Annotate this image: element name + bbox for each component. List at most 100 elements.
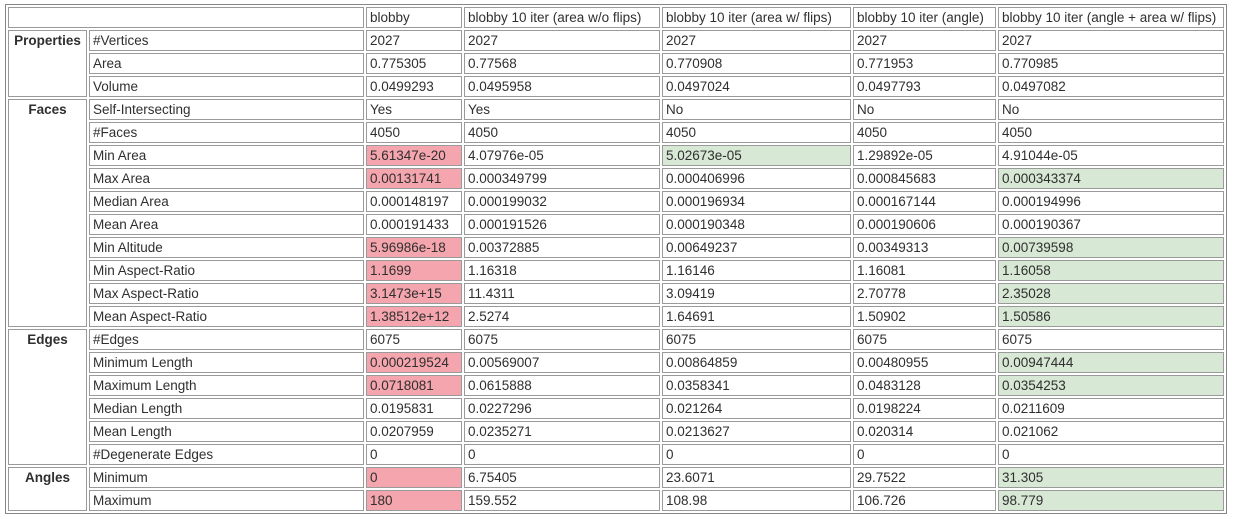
value-cell: 0.775305: [366, 53, 462, 74]
value-cell: 0.00131741: [366, 168, 462, 189]
value-cell: 0.000406996: [662, 168, 851, 189]
value-cell: 0.021264: [662, 398, 851, 419]
value-cell: 0.000191526: [464, 214, 660, 235]
table-row: Mean Aspect-Ratio 1.38512e+12 2.5274 1.6469…: [8, 306, 1224, 327]
table-row: Min Area 5.61347e-20 4.07976e-05 5.02673e-0…: [8, 145, 1224, 166]
column-header: blobby 10 iter (area w/o flips): [464, 7, 660, 28]
value-cell: 0: [366, 444, 462, 465]
value-cell: 0.0227296: [464, 398, 660, 419]
value-cell: 0.0615888: [464, 375, 660, 396]
column-header: blobby: [366, 7, 462, 28]
metric-label: Self-Intersecting: [89, 99, 364, 120]
value-cell: 4050: [662, 122, 851, 143]
corner-header-cell: [8, 7, 364, 28]
value-cell: 0.000343374: [998, 168, 1224, 189]
metric-label: Mean Area: [89, 214, 364, 235]
metric-label: Min Aspect-Ratio: [89, 260, 364, 281]
table-row: Min Altitude 5.96986e-18 0.00372885 0.00649…: [8, 237, 1224, 258]
value-cell: 4.07976e-05: [464, 145, 660, 166]
value-cell: 0.00649237: [662, 237, 851, 258]
group-label: Angles: [8, 467, 87, 511]
table-row: Median Area 0.000148197 0.000199032 0.00019…: [8, 191, 1224, 212]
metric-label: #Degenerate Edges: [89, 444, 364, 465]
value-cell: 159.552: [464, 490, 660, 511]
table-row: Max Aspect-Ratio 3.1473e+15 11.4311 3.09419…: [8, 283, 1224, 304]
value-cell: 2027: [662, 30, 851, 51]
value-cell: 5.61347e-20: [366, 145, 462, 166]
mesh-comparison-table: blobby blobby 10 iter (area w/o flips) blo…: [5, 4, 1227, 514]
value-cell: 4050: [998, 122, 1224, 143]
value-cell: 0: [662, 444, 851, 465]
value-cell: 1.16318: [464, 260, 660, 281]
value-cell: 1.1699: [366, 260, 462, 281]
metric-label: Maximum Length: [89, 375, 364, 396]
value-cell: 2027: [366, 30, 462, 51]
value-cell: 0.020314: [853, 421, 996, 442]
column-header: blobby 10 iter (area w/ flips): [662, 7, 851, 28]
metric-label: #Faces: [89, 122, 364, 143]
table-row: Maximum Length 0.0718081 0.0615888 0.035834…: [8, 375, 1224, 396]
value-cell: 0.00569007: [464, 352, 660, 373]
table-row: Maximum 180 159.552 108.98 106.726 98.779: [8, 490, 1224, 511]
group-label: Properties: [8, 30, 87, 97]
table-row: Mean Length 0.0207959 0.0235271 0.0213627 0.…: [8, 421, 1224, 442]
value-cell: 0.000196934: [662, 191, 851, 212]
value-cell: 5.96986e-18: [366, 237, 462, 258]
value-cell: 4050: [853, 122, 996, 143]
table-row: Edges #Edges 6075 6075 6075 6075 6075: [8, 329, 1224, 465]
group-label: Edges: [8, 329, 87, 465]
metric-label: Min Altitude: [89, 237, 364, 258]
value-cell: 0.0358341: [662, 375, 851, 396]
value-cell: 98.779: [998, 490, 1224, 511]
metric-label: Maximum: [89, 490, 364, 511]
table-row: Mean Area 0.000191433 0.000191526 0.0001903…: [8, 214, 1224, 235]
value-cell: 0.0211609: [998, 398, 1224, 419]
metric-label: Volume: [89, 76, 364, 97]
value-cell: 1.16081: [853, 260, 996, 281]
metric-label: Mean Length: [89, 421, 364, 442]
value-cell: 6.75405: [464, 467, 660, 488]
value-cell: 29.7522: [853, 467, 996, 488]
value-cell: 2.70778: [853, 283, 996, 304]
metric-label: Max Area: [89, 168, 364, 189]
value-cell: 0.0354253: [998, 375, 1224, 396]
table-row: Median Length 0.0195831 0.0227296 0.021264 0…: [8, 398, 1224, 419]
table-row: Properties #Vertices 2027 2027 2027 2027 2027: [8, 30, 1224, 97]
value-cell: 0.000190348: [662, 214, 851, 235]
value-cell: 1.64691: [662, 306, 851, 327]
metric-label: Area: [89, 53, 364, 74]
value-cell: 6075: [366, 329, 462, 350]
table-row: #Faces 4050 4050 4050 4050 4050: [8, 122, 1224, 143]
value-cell: 0.0198224: [853, 398, 996, 419]
value-cell: 180: [366, 490, 462, 511]
group-label: Faces: [8, 99, 87, 327]
value-cell: 0.000845683: [853, 168, 996, 189]
table-row: #Degenerate Edges 0 0 0 0 0: [8, 444, 1224, 465]
column-header: blobby 10 iter (angle): [853, 7, 996, 28]
value-cell: 6075: [464, 329, 660, 350]
value-cell: 0.0195831: [366, 398, 462, 419]
value-cell: 0.0235271: [464, 421, 660, 442]
column-header: blobby 10 iter (angle + area w/ flips): [998, 7, 1224, 28]
value-cell: 2027: [853, 30, 996, 51]
value-cell: 31.305: [998, 467, 1224, 488]
metric-label: #Edges: [89, 329, 364, 350]
value-cell: No: [662, 99, 851, 120]
metric-label: Mean Aspect-Ratio: [89, 306, 364, 327]
value-cell: 3.1473e+15: [366, 283, 462, 304]
metric-label: #Vertices: [89, 30, 364, 51]
value-cell: 2.35028: [998, 283, 1224, 304]
value-cell: 0: [853, 444, 996, 465]
value-cell: 0.00349313: [853, 237, 996, 258]
value-cell: 0.00947444: [998, 352, 1224, 373]
value-cell: 0.000194996: [998, 191, 1224, 212]
table-row: Faces Self-Intersecting Yes Yes No No No: [8, 99, 1224, 327]
value-cell: 23.6071: [662, 467, 851, 488]
table-row: Angles Minimum 0 6.75405 23.6071 29.7522 31.30…: [8, 467, 1224, 511]
value-cell: 6075: [998, 329, 1224, 350]
metric-label: Minimum Length: [89, 352, 364, 373]
value-cell: 0.0483128: [853, 375, 996, 396]
value-cell: 0.0213627: [662, 421, 851, 442]
value-cell: 0.00864859: [662, 352, 851, 373]
value-cell: 0.000191433: [366, 214, 462, 235]
